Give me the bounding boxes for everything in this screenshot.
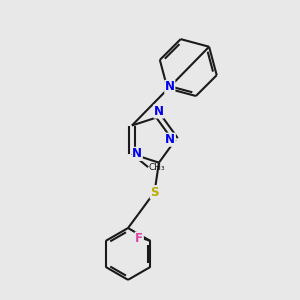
Text: N: N <box>154 105 164 118</box>
Text: S: S <box>150 186 159 199</box>
Text: F: F <box>135 232 143 245</box>
Text: N: N <box>165 80 175 93</box>
Text: CH₃: CH₃ <box>149 163 165 172</box>
Text: N: N <box>132 147 142 161</box>
Text: N: N <box>165 133 175 146</box>
